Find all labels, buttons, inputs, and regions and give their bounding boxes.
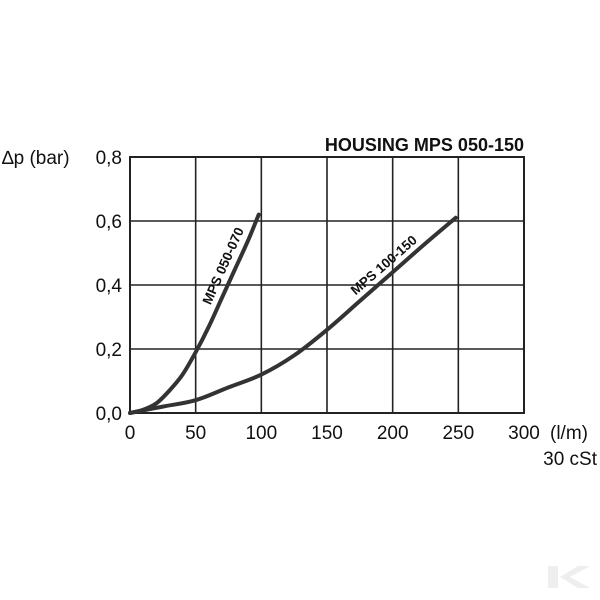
y-tick-label: 0,4 bbox=[96, 276, 123, 297]
series-lines: MPS 050-070 MPS 100-150 bbox=[128, 212, 458, 415]
x-tick-label: 150 bbox=[311, 423, 343, 444]
series-line-1 bbox=[128, 212, 261, 415]
x-axis-label: (l/m) bbox=[550, 423, 588, 444]
x-tick-label: 250 bbox=[442, 423, 474, 444]
brand-logo-icon bbox=[548, 566, 590, 588]
x-tick-label: 0 bbox=[125, 423, 136, 444]
plot-frame bbox=[129, 156, 525, 414]
y-tick-label: 0,0 bbox=[96, 404, 122, 425]
x-tick-label: 200 bbox=[377, 423, 409, 444]
x-tick-label: 300 bbox=[508, 423, 540, 444]
tick-labels: 0 50 100 150 200 250 300 0,0 0,2 0,4 0,6 0,8 bbox=[96, 148, 540, 444]
y-tick-label: 0,6 bbox=[96, 212, 122, 233]
x-tick-label: 50 bbox=[185, 423, 206, 444]
series-label-2: MPS 100-150 bbox=[348, 232, 420, 298]
y-axis-label: ∆p (bar) bbox=[2, 148, 70, 169]
x-tick-label: 100 bbox=[245, 423, 277, 444]
series-line-2 bbox=[128, 215, 458, 415]
y-tick-label: 0,8 bbox=[96, 148, 122, 169]
chart-title: HOUSING MPS 050-150 bbox=[325, 135, 524, 155]
grid bbox=[130, 157, 524, 413]
viscosity-note: 30 cSt bbox=[543, 449, 598, 470]
y-tick-label: 0,2 bbox=[96, 340, 122, 361]
